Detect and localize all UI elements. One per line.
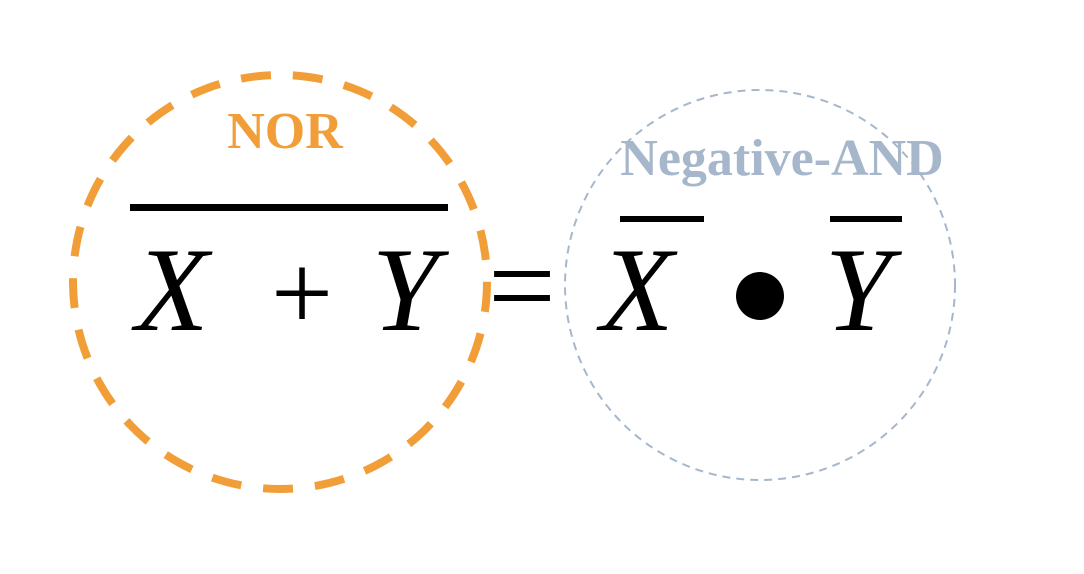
nor-label: NOR [227, 103, 344, 160]
right-variable-x: X [596, 223, 678, 356]
right-and-dot-operator [736, 272, 784, 320]
right-variable-y: Y [825, 223, 903, 356]
left-plus-operator: + [271, 232, 333, 354]
equals-sign: = [488, 219, 556, 352]
negative-and-label: Negative-AND [620, 130, 943, 187]
nor-circle [69, 71, 491, 493]
negative-and-circle [564, 89, 956, 481]
left-variable-y: Y [372, 223, 450, 356]
right-overbar-x [620, 216, 704, 222]
right-overbar-y [830, 216, 902, 222]
left-variable-x: X [131, 223, 213, 356]
left-overbar [130, 204, 448, 211]
